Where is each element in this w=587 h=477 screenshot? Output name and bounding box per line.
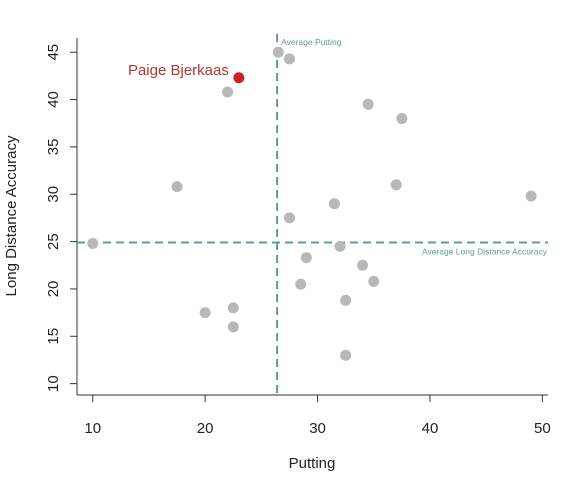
data-point	[283, 53, 295, 65]
data-point	[199, 307, 211, 319]
highlighted-point-label: Paige Bjerkaas	[128, 62, 229, 79]
x-tick-label: 50	[534, 420, 551, 437]
y-tick-label: 30	[45, 186, 62, 203]
x-tick-label: 20	[197, 420, 214, 437]
highlighted-point	[233, 72, 245, 84]
data-point	[525, 190, 537, 202]
data-point	[390, 179, 402, 191]
y-tick-label: 40	[45, 91, 62, 108]
data-point	[272, 46, 284, 58]
average-long-distance-accuracy-label: Average Long Distance Accuracy	[422, 247, 548, 257]
highlighted-point-group: Paige Bjerkaas	[128, 62, 245, 84]
data-point	[357, 259, 369, 271]
x-tick-label: 40	[422, 420, 439, 437]
data-point	[396, 112, 408, 124]
y-tick-label: 35	[45, 139, 62, 156]
data-point	[362, 98, 374, 110]
y-tick-label: 15	[45, 328, 62, 345]
data-point	[227, 302, 239, 314]
y-axis-label: Long Distance Accuracy	[3, 135, 20, 296]
data-point	[283, 212, 295, 224]
axes: 10 20 30 40 50 10 15 20 25 30 35 40 45	[45, 38, 551, 437]
y-tick-label: 10	[45, 375, 62, 392]
data-point	[227, 321, 239, 333]
data-point	[334, 240, 346, 252]
x-axis-label: Putting	[289, 455, 336, 472]
data-point	[340, 294, 352, 306]
data-point	[368, 275, 380, 287]
data-points	[87, 46, 537, 361]
data-point	[300, 252, 312, 264]
data-point	[222, 86, 234, 98]
data-point	[328, 198, 340, 210]
y-tick-label: 20	[45, 281, 62, 298]
y-tick-label: 25	[45, 233, 62, 250]
data-point	[87, 237, 99, 249]
data-point	[171, 181, 183, 193]
data-point	[340, 349, 352, 361]
reference-lines: Average Putting Average Long Distance Acc…	[77, 34, 548, 395]
y-tick-label: 45	[45, 44, 62, 61]
x-tick-label: 10	[84, 420, 101, 437]
data-point	[295, 278, 307, 290]
x-tick-label: 30	[309, 420, 326, 437]
average-putting-label: Average Putting	[281, 37, 342, 47]
